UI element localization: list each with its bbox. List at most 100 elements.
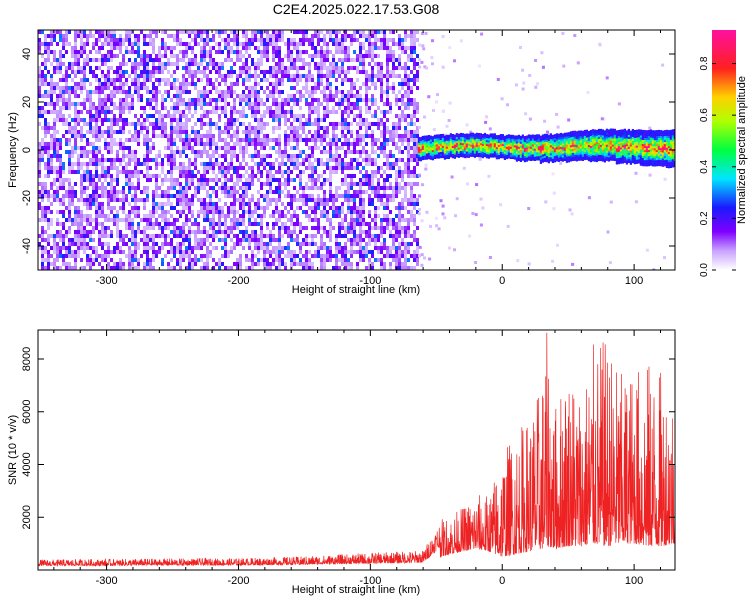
heatmap-cell	[62, 118, 65, 122]
heatmap-cell	[62, 198, 65, 202]
heatmap-cell	[56, 146, 59, 150]
heatmap-cell	[218, 126, 221, 130]
heatmap-cell	[311, 266, 314, 270]
heatmap-cell	[131, 158, 134, 162]
heatmap-cell	[95, 154, 98, 158]
heatmap-cell	[245, 102, 248, 106]
heatmap-cell	[50, 202, 53, 206]
heatmap-cell	[86, 90, 89, 94]
heatmap-cell	[224, 98, 227, 102]
heatmap-cell	[86, 254, 89, 258]
heatmap-cell	[56, 178, 59, 182]
heatmap-cell	[101, 166, 104, 170]
heatmap-cell	[98, 98, 101, 102]
heatmap-cell	[380, 266, 383, 270]
heatmap-cell	[227, 186, 230, 190]
heatmap-cell	[128, 150, 131, 154]
heatmap-cell	[53, 138, 56, 142]
heatmap-cell	[332, 126, 335, 130]
heatmap-cell	[119, 50, 122, 54]
heatmap-cell	[350, 122, 353, 126]
heatmap-cell	[389, 166, 392, 170]
heatmap-cell	[416, 146, 419, 150]
heatmap-cell	[62, 222, 65, 226]
heatmap-cell	[77, 114, 80, 118]
heatmap-cell	[71, 250, 74, 254]
heatmap-cell	[68, 182, 71, 186]
heatmap-cell	[341, 102, 344, 106]
heatmap-cell	[398, 234, 401, 238]
heatmap-cell	[218, 74, 221, 78]
heatmap-cell	[386, 90, 389, 94]
heatmap-cell	[155, 210, 158, 214]
heatmap-cell	[173, 234, 176, 238]
heatmap-cell	[77, 158, 80, 162]
heatmap-cell	[398, 98, 401, 102]
heatmap-cell	[59, 210, 62, 214]
heatmap-cell	[101, 202, 104, 206]
heatmap-cell	[119, 86, 122, 90]
heatmap-cell	[278, 102, 281, 106]
heatmap-cell	[68, 230, 71, 234]
heatmap-cell	[206, 170, 209, 174]
heatmap-cell	[299, 222, 302, 226]
heatmap-cell	[356, 182, 359, 186]
heatmap-cell	[335, 50, 338, 54]
heatmap-cell	[314, 142, 317, 146]
heatmap-cell	[164, 226, 167, 230]
heatmap-cell	[44, 258, 47, 262]
heatmap-cell	[335, 42, 338, 46]
heatmap-cell	[341, 38, 344, 42]
heatmap-cell	[200, 106, 203, 110]
heatmap-cell	[68, 162, 71, 166]
heatmap-cell	[236, 198, 239, 202]
heatmap-cell	[299, 226, 302, 230]
heatmap-cell	[230, 238, 233, 242]
heatmap-cell	[107, 194, 110, 198]
heatmap-cell	[383, 30, 386, 34]
heatmap-cell	[417, 125, 421, 129]
heatmap-cell	[206, 66, 209, 70]
heatmap-cell	[230, 206, 233, 210]
heatmap-cell	[218, 206, 221, 210]
heatmap-cell	[281, 202, 284, 206]
heatmap-cell	[188, 258, 191, 262]
heatmap-cell	[173, 94, 176, 98]
heatmap-cell	[206, 194, 209, 198]
heatmap-cell	[260, 54, 263, 58]
heatmap-cell	[134, 174, 137, 178]
heatmap-cell	[119, 114, 122, 118]
heatmap-cell	[110, 206, 113, 210]
heatmap-cell	[227, 58, 230, 62]
heatmap-cell	[356, 214, 359, 218]
heatmap-cell	[305, 142, 308, 146]
heatmap-cell	[398, 258, 401, 262]
heatmap-cell	[362, 214, 365, 218]
heatmap-cell	[167, 226, 170, 230]
heatmap-cell	[173, 254, 176, 258]
heatmap-cell	[50, 222, 53, 226]
heatmap-cell	[224, 166, 227, 170]
heatmap-cell	[227, 34, 230, 38]
heatmap-cell	[347, 66, 350, 70]
heatmap-cell	[230, 134, 233, 138]
heatmap-cell	[236, 142, 239, 146]
heatmap-cell	[278, 258, 281, 262]
heatmap-cell	[380, 222, 383, 226]
heatmap-cell	[134, 186, 137, 190]
heatmap-cell	[116, 54, 119, 58]
heatmap-cell	[77, 94, 80, 98]
heatmap-cell	[86, 230, 89, 234]
heatmap-cell	[209, 202, 212, 206]
heatmap-cell	[424, 167, 428, 171]
heatmap-cell	[350, 58, 353, 62]
heatmap-cell	[95, 30, 98, 34]
heatmap-cell	[314, 130, 317, 134]
heatmap-cell	[389, 210, 392, 214]
heatmap-cell	[272, 46, 275, 50]
heatmap-cell	[413, 218, 416, 222]
heatmap-cell	[140, 30, 143, 34]
heatmap-cell	[332, 138, 335, 142]
heatmap-cell	[182, 114, 185, 118]
heatmap-cell	[257, 102, 260, 106]
